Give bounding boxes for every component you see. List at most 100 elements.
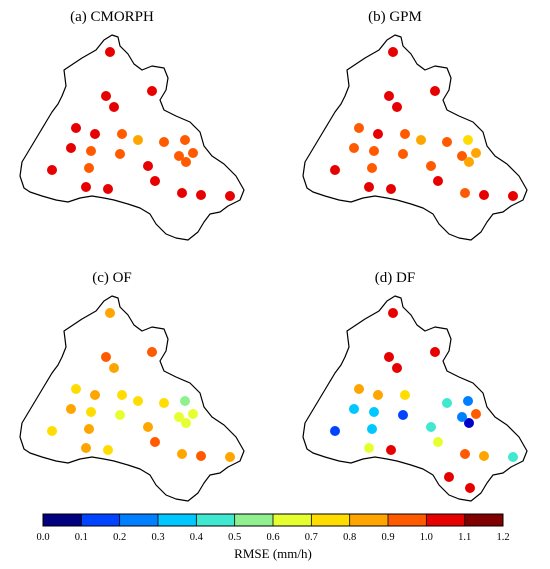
map-panel-1: (a) CMORPH — [19, 9, 245, 241]
panel-title: (a) CMORPH — [70, 9, 154, 25]
colorbar-tick-label: 0.4 — [190, 532, 204, 543]
station-marker — [464, 418, 474, 428]
station-marker — [426, 161, 436, 171]
colorbar-tick-label: 0.1 — [75, 532, 88, 543]
station-marker — [66, 404, 76, 414]
basin-outline — [302, 34, 528, 241]
colorbar-bin — [349, 514, 389, 526]
station-marker — [115, 410, 125, 420]
colorbar-bin — [43, 514, 82, 526]
station-marker — [367, 163, 377, 173]
colorbar-bin — [119, 514, 159, 526]
station-marker — [196, 190, 206, 200]
panel-title: (d) DF — [375, 270, 415, 286]
station-marker — [471, 409, 481, 419]
colorbar-tick-label: 0.8 — [343, 532, 356, 543]
station-marker — [84, 163, 94, 173]
station-marker — [460, 449, 470, 459]
station-marker — [384, 91, 394, 101]
station-marker — [364, 443, 374, 453]
station-marker — [444, 472, 454, 482]
panel-title: (c) OF — [92, 270, 132, 286]
panel-title: (b) GPM — [368, 9, 422, 25]
station-marker — [103, 445, 113, 455]
station-marker — [400, 390, 410, 400]
station-marker — [117, 129, 127, 139]
station-marker — [147, 347, 157, 357]
station-marker — [71, 384, 81, 394]
station-marker — [471, 148, 481, 158]
colorbar-tick-label: 1.1 — [458, 532, 471, 543]
station-marker — [508, 452, 518, 462]
station-marker — [84, 424, 94, 434]
station-marker — [388, 47, 398, 57]
station-marker — [177, 188, 187, 198]
station-marker — [159, 137, 169, 147]
station-marker — [386, 184, 396, 194]
colorbar-bin — [426, 514, 466, 526]
station-marker — [143, 422, 153, 432]
station-marker — [457, 412, 467, 422]
station-marker — [349, 404, 359, 414]
station-marker — [66, 143, 76, 153]
station-marker — [426, 422, 436, 432]
station-marker — [430, 86, 440, 96]
station-marker — [386, 445, 396, 455]
station-marker — [225, 191, 235, 201]
station-marker — [188, 409, 198, 419]
station-marker — [392, 363, 402, 373]
station-marker — [398, 410, 408, 420]
colorbar-tick-label: 0.6 — [266, 532, 279, 543]
colorbar-tick-label: 0.7 — [305, 532, 318, 543]
station-marker — [369, 146, 379, 156]
colorbar-tick-label: 0.3 — [151, 532, 164, 543]
station-marker — [90, 390, 100, 400]
station-marker — [479, 190, 489, 200]
station-marker — [180, 135, 190, 145]
colorbar-bin — [464, 514, 504, 526]
station-marker — [150, 176, 160, 186]
station-marker — [105, 47, 115, 57]
station-marker — [384, 352, 394, 362]
station-marker — [330, 165, 340, 175]
map-panel-3: (c) OF — [19, 270, 245, 502]
station-marker — [81, 182, 91, 192]
station-marker — [181, 157, 191, 167]
basin-outline — [19, 295, 245, 502]
station-marker — [101, 91, 111, 101]
station-marker — [117, 390, 127, 400]
station-marker — [349, 143, 359, 153]
station-marker — [479, 451, 489, 461]
station-marker — [177, 449, 187, 459]
colorbar-label: RMSE (mm/h) — [234, 546, 312, 561]
colorbar-tick-label: 1.2 — [496, 532, 509, 543]
station-marker — [109, 363, 119, 373]
station-marker — [81, 443, 91, 453]
map-panel-4: (d) DF — [302, 270, 528, 502]
station-marker — [174, 412, 184, 422]
station-marker — [373, 129, 383, 139]
station-marker — [101, 352, 111, 362]
colorbar: 0.0 0.1 0.2 0.3 0.4 0.5 0.6 0.7 0.8 0.9 1.0 1.1 1.2 R… — [36, 513, 510, 561]
colorbar-bin — [158, 514, 197, 526]
station-marker — [364, 182, 374, 192]
colorbar-tick-label: 0.2 — [113, 532, 126, 543]
station-marker — [354, 123, 364, 133]
station-marker — [369, 407, 379, 417]
station-marker — [373, 390, 383, 400]
colorbar-tick-label: 0.0 — [36, 532, 49, 543]
station-marker — [47, 165, 57, 175]
station-marker — [457, 151, 467, 161]
station-marker — [109, 102, 119, 112]
colorbar-bin — [273, 514, 312, 526]
station-marker — [398, 149, 408, 159]
station-marker — [330, 426, 340, 436]
station-marker — [433, 176, 443, 186]
station-marker — [225, 452, 235, 462]
station-marker — [400, 129, 410, 139]
station-marker — [47, 426, 57, 436]
station-marker — [367, 424, 377, 434]
station-marker — [181, 418, 191, 428]
station-marker — [196, 451, 206, 461]
station-marker — [416, 135, 426, 145]
